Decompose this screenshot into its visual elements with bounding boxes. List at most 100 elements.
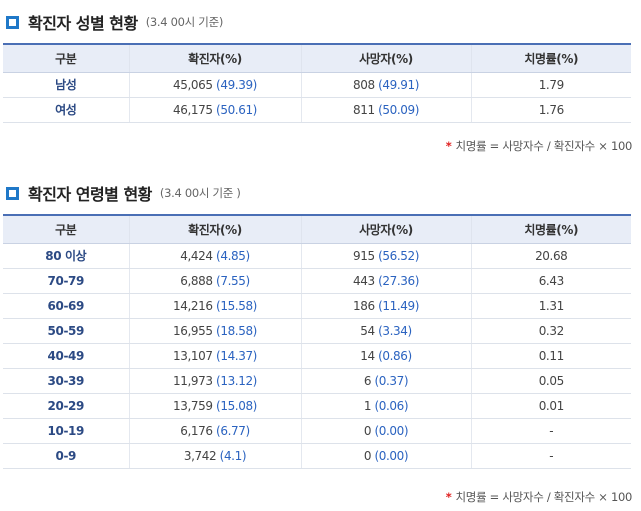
row-label: 30-39 (3, 368, 129, 394)
confirmed-cell: 45,065 (49.39) (128, 72, 301, 98)
table-row: 60-69 14,216 (15.58) 186 (11.49) 1.31 (3, 293, 631, 319)
deaths-percent: (0.06) (374, 398, 409, 413)
deaths-cell: 915 (56.52) (300, 243, 471, 269)
gender-section-title: 확진자 성별 현황 (28, 14, 138, 33)
square-bullet-icon (6, 186, 19, 200)
fatality-rate-cell: 0.05 (470, 368, 631, 394)
gender-table: 구분 확진자(%) 사망자(%) 치명률(%) 남성 45,065 (49.39… (3, 43, 631, 123)
table-row: 20-29 13,759 (15.08) 1 (0.06) 0.01 (3, 393, 631, 419)
deaths-cell: 0 (0.00) (300, 418, 471, 444)
confirmed-cell: 11,973 (13.12) (128, 368, 301, 394)
deaths-percent: (0.00) (374, 448, 409, 463)
confirmed-percent: (13.12) (216, 373, 257, 388)
table-row: 30-39 11,973 (13.12) 6 (0.37) 0.05 (3, 368, 631, 394)
age-footnote: * 치명률 = 사망자수 / 확진자수 × 100 (446, 489, 633, 505)
confirmed-count: 13,759 (173, 398, 213, 413)
row-label: 10-19 (3, 418, 129, 444)
footnote-text: 치명률 = 사망자수 / 확진자수 × 100 (455, 490, 632, 504)
confirmed-cell: 4,424 (4.85) (128, 243, 301, 269)
confirmed-count: 6,888 (180, 273, 213, 288)
deaths-count: 915 (352, 248, 375, 263)
confirmed-count: 16,955 (173, 323, 213, 338)
fatality-rate-cell: 0.11 (470, 343, 631, 369)
gender-footnote: * 치명률 = 사망자수 / 확진자수 × 100 (446, 138, 633, 154)
table-row: 40-49 13,107 (14.37) 14 (0.86) 0.11 (3, 343, 631, 369)
confirmed-count: 6,176 (180, 423, 213, 438)
confirmed-cell: 46,175 (50.61) (128, 97, 301, 123)
confirmed-cell: 3,742 (4.1) (128, 443, 301, 469)
confirmed-percent: (6.77) (216, 423, 250, 438)
row-label: 20-29 (3, 393, 129, 419)
deaths-count: 14 (360, 348, 375, 363)
deaths-percent: (0.37) (374, 373, 409, 388)
deaths-percent: (11.49) (378, 298, 420, 313)
row-label: 50-59 (3, 318, 129, 344)
confirmed-percent: (18.58) (216, 323, 257, 338)
age-section-title: 확진자 연령별 현황 (28, 185, 152, 204)
deaths-count: 186 (352, 298, 375, 313)
deaths-percent: (0.00) (374, 423, 409, 438)
square-bullet-icon (6, 15, 19, 29)
confirmed-percent: (15.58) (216, 298, 257, 313)
deaths-cell: 811 (50.09) (300, 97, 471, 123)
age-table-header-row: 구분 확진자(%) 사망자(%) 치명률(%) (3, 214, 631, 244)
table-row: 10-19 6,176 (6.77) 0 (0.00) - (3, 418, 631, 444)
column-header-category: 구분 (3, 214, 129, 244)
confirmed-percent: (4.1) (219, 448, 247, 463)
footnote-text: 치명률 = 사망자수 / 확진자수 × 100 (455, 139, 632, 153)
confirmed-count: 14,216 (173, 298, 213, 313)
fatality-rate-cell: 20.68 (470, 243, 631, 269)
row-label: 남성 (3, 72, 129, 98)
row-label: 0-9 (3, 443, 129, 469)
deaths-cell: 14 (0.86) (300, 343, 471, 369)
column-header-deaths: 사망자(%) (300, 43, 471, 73)
confirmed-count: 11,973 (173, 373, 213, 388)
table-row: 여성 46,175 (50.61) 811 (50.09) 1.76 (3, 97, 631, 123)
age-section-heading: 확진자 연령별 현황 (3.4 00시 기준 ) (6, 181, 241, 205)
deaths-cell: 54 (3.34) (300, 318, 471, 344)
confirmed-cell: 16,955 (18.58) (128, 318, 301, 344)
deaths-percent: (50.09) (378, 102, 420, 117)
row-label: 40-49 (3, 343, 129, 369)
deaths-cell: 1 (0.06) (300, 393, 471, 419)
deaths-count: 54 (360, 323, 375, 338)
deaths-cell: 443 (27.36) (300, 268, 471, 294)
fatality-rate-cell: - (470, 418, 631, 444)
confirmed-cell: 13,107 (14.37) (128, 343, 301, 369)
age-table: 구분 확진자(%) 사망자(%) 치명률(%) 80 이상 4,424 (4.8… (3, 214, 631, 469)
column-header-confirmed: 확진자(%) (128, 43, 301, 73)
deaths-cell: 0 (0.00) (300, 443, 471, 469)
column-header-fatality-rate: 치명률(%) (470, 43, 631, 73)
confirmed-percent: (14.37) (216, 348, 257, 363)
deaths-count: 6 (363, 373, 372, 388)
confirmed-count: 13,107 (173, 348, 213, 363)
table-row: 0-9 3,742 (4.1) 0 (0.00) - (3, 443, 631, 469)
table-row: 70-79 6,888 (7.55) 443 (27.36) 6.43 (3, 268, 631, 294)
column-header-category: 구분 (3, 43, 129, 73)
confirmed-count: 3,742 (183, 448, 217, 463)
confirmed-count: 45,065 (173, 77, 213, 92)
fatality-rate-cell: 1.76 (470, 97, 631, 123)
row-label: 여성 (3, 97, 129, 123)
gender-section-subtitle: (3.4 00시 기준) (145, 15, 224, 29)
deaths-count: 808 (352, 77, 375, 92)
deaths-count: 1 (363, 398, 372, 413)
confirmed-percent: (4.85) (216, 248, 250, 263)
fatality-rate-cell: - (470, 443, 631, 469)
deaths-cell: 6 (0.37) (300, 368, 471, 394)
deaths-cell: 186 (11.49) (300, 293, 471, 319)
deaths-percent: (3.34) (378, 323, 412, 338)
confirmed-count: 4,424 (180, 248, 213, 263)
deaths-count: 0 (363, 448, 372, 463)
column-header-deaths: 사망자(%) (300, 214, 471, 244)
gender-section-heading: 확진자 성별 현황 (3.4 00시 기준) (6, 10, 223, 34)
fatality-rate-cell: 6.43 (470, 268, 631, 294)
column-header-confirmed: 확진자(%) (128, 214, 301, 244)
row-label: 70-79 (3, 268, 129, 294)
deaths-percent: (49.91) (378, 77, 420, 92)
confirmed-cell: 6,176 (6.77) (128, 418, 301, 444)
confirmed-cell: 14,216 (15.58) (128, 293, 301, 319)
row-label: 60-69 (3, 293, 129, 319)
confirmed-percent: (15.08) (216, 398, 257, 413)
fatality-rate-cell: 1.79 (470, 72, 631, 98)
